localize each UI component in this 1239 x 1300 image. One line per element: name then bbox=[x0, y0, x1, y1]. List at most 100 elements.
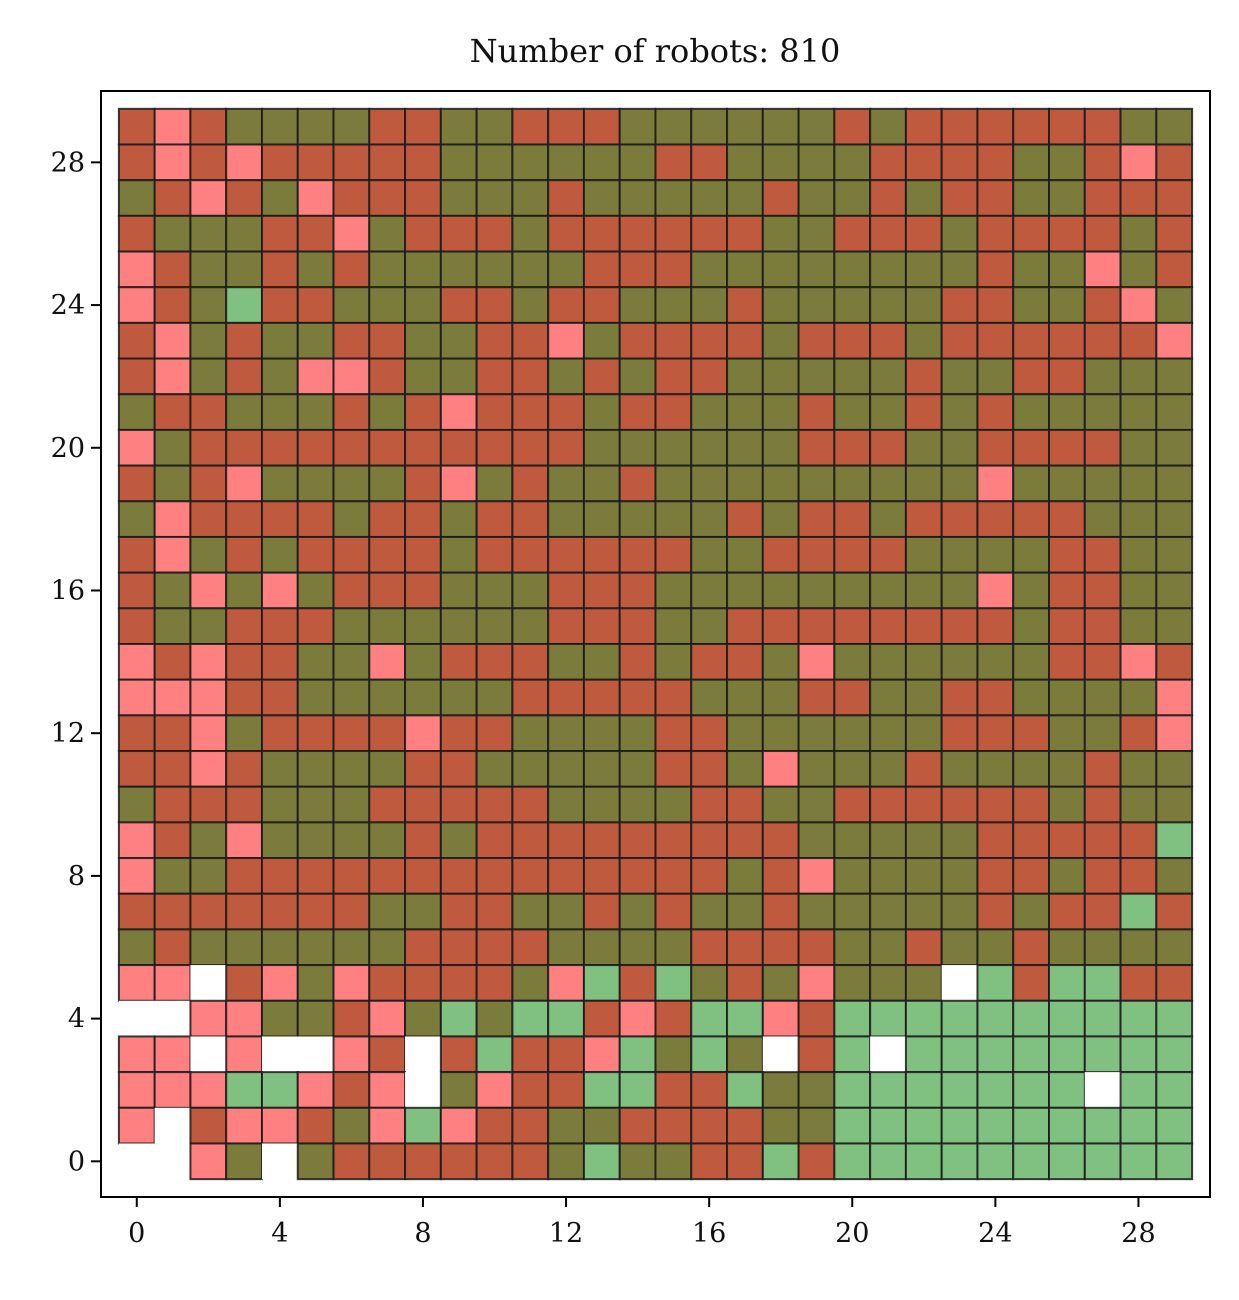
cell-red-x3-y5 bbox=[225, 964, 263, 1002]
cell-red-x7-y8 bbox=[368, 857, 407, 895]
cell-red-x1-y10 bbox=[153, 785, 192, 824]
cell-olive-x12-y6 bbox=[547, 928, 585, 967]
cell-red-x0-y7 bbox=[117, 892, 156, 931]
cell-olive-x20-y27 bbox=[833, 179, 872, 217]
cell-olive-x8-y22 bbox=[404, 357, 442, 396]
cell-olive-x15-y19 bbox=[654, 464, 693, 503]
cell-red-x6-y21 bbox=[332, 393, 371, 431]
cell-red-x10-y8 bbox=[475, 857, 514, 895]
cell-pink-x2-y27 bbox=[189, 179, 228, 217]
cell-red-x27-y27 bbox=[1083, 179, 1122, 217]
cell-olive-x22-y5 bbox=[904, 964, 943, 1002]
cell-pink-x2-y11 bbox=[189, 750, 228, 788]
cell-green-x22-y0 bbox=[904, 1142, 943, 1181]
cell-olive-x8-y7 bbox=[404, 892, 442, 931]
cell-red-x1-y24 bbox=[153, 286, 192, 324]
cell-empty-x4-y3 bbox=[261, 1036, 298, 1073]
cell-red-x14-y21 bbox=[618, 393, 657, 431]
cell-olive-x21-y21 bbox=[869, 393, 907, 431]
cell-red-x23-y29 bbox=[940, 107, 979, 146]
cell-red-x10-y7 bbox=[475, 892, 514, 931]
cell-empty-x2-y5 bbox=[190, 965, 227, 1001]
cell-red-x12-y21 bbox=[547, 393, 585, 431]
cell-olive-x19-y1 bbox=[797, 1106, 836, 1145]
cell-red-x9-y24 bbox=[439, 286, 478, 324]
cell-red-x16-y23 bbox=[690, 321, 729, 360]
cell-pink-x29-y12 bbox=[1155, 714, 1194, 753]
cell-olive-x2-y24 bbox=[189, 286, 228, 324]
cell-red-x15-y4 bbox=[654, 999, 693, 1038]
cell-olive-x28-y13 bbox=[1119, 678, 1158, 717]
cell-olive-x29-y10 bbox=[1155, 785, 1194, 824]
cell-red-x12-y16 bbox=[547, 571, 585, 610]
cell-green-x10-y3 bbox=[475, 1035, 514, 1074]
cell-olive-x18-y5 bbox=[761, 964, 800, 1002]
cell-red-x23-y28 bbox=[940, 143, 979, 182]
cell-red-x6-y8 bbox=[332, 857, 371, 895]
cell-red-x26-y17 bbox=[1048, 535, 1086, 574]
cell-olive-x6-y10 bbox=[332, 785, 371, 824]
cell-red-x3-y17 bbox=[225, 535, 263, 574]
cell-olive-x19-y26 bbox=[797, 214, 836, 253]
cell-olive-x28-y19 bbox=[1119, 464, 1158, 503]
cell-pink-x1-y28 bbox=[153, 143, 192, 182]
cell-olive-x18-y24 bbox=[761, 286, 800, 324]
cell-olive-x20-y7 bbox=[833, 892, 872, 931]
cell-olive-x27-y6 bbox=[1083, 928, 1122, 967]
cell-pink-x7-y4 bbox=[368, 999, 407, 1038]
cell-olive-x12-y25 bbox=[547, 250, 585, 289]
cell-pink-x2-y13 bbox=[189, 678, 228, 717]
cell-olive-x23-y11 bbox=[940, 750, 979, 788]
cell-olive-x10-y27 bbox=[475, 179, 514, 217]
cell-red-x5-y28 bbox=[296, 143, 335, 182]
cell-red-x27-y23 bbox=[1083, 321, 1122, 360]
cell-red-x7-y0 bbox=[368, 1142, 407, 1181]
cell-red-x9-y12 bbox=[439, 714, 478, 753]
cell-red-x24-y27 bbox=[976, 179, 1015, 217]
cell-red-x8-y17 bbox=[404, 535, 442, 574]
cell-red-x14-y1 bbox=[618, 1106, 657, 1145]
cell-pink-x1-y23 bbox=[153, 321, 192, 360]
cell-olive-x4-y29 bbox=[260, 107, 299, 146]
cell-red-x10-y5 bbox=[475, 964, 514, 1002]
cell-red-x14-y15 bbox=[618, 607, 657, 645]
cell-red-x16-y14 bbox=[690, 643, 729, 681]
cell-red-x11-y22 bbox=[511, 357, 550, 396]
cell-red-x10-y24 bbox=[475, 286, 514, 324]
cell-olive-x6-y11 bbox=[332, 750, 371, 788]
cell-olive-x7-y15 bbox=[368, 607, 407, 645]
cell-pink-x0-y14 bbox=[117, 643, 156, 681]
cell-olive-x19-y10 bbox=[797, 785, 836, 824]
cell-red-x15-y11 bbox=[654, 750, 693, 788]
cell-pink-x4-y1 bbox=[260, 1106, 299, 1145]
cell-olive-x13-y11 bbox=[582, 750, 621, 788]
cell-olive-x9-y16 bbox=[439, 571, 478, 610]
cell-green-x9-y4 bbox=[439, 999, 478, 1038]
cell-red-x19-y13 bbox=[797, 678, 836, 717]
cell-olive-x20-y14 bbox=[833, 643, 872, 681]
cell-red-x3-y27 bbox=[225, 179, 263, 217]
cell-olive-x7-y24 bbox=[368, 286, 407, 324]
cell-red-x5-y1 bbox=[296, 1106, 335, 1145]
cell-pink-x10-y2 bbox=[475, 1071, 514, 1109]
cell-pink-x6-y5 bbox=[332, 964, 371, 1002]
cell-red-x28-y8 bbox=[1119, 857, 1158, 895]
cell-olive-x11-y26 bbox=[511, 214, 550, 253]
cell-red-x5-y26 bbox=[296, 214, 335, 253]
cell-olive-x22-y13 bbox=[904, 678, 943, 717]
cell-olive-x12-y11 bbox=[547, 750, 585, 788]
cell-red-x20-y15 bbox=[833, 607, 872, 645]
cell-red-x0-y26 bbox=[117, 214, 156, 253]
cell-olive-x18-y14 bbox=[761, 643, 800, 681]
cell-red-x0-y28 bbox=[117, 143, 156, 182]
cell-empty-x1-y1 bbox=[154, 1107, 191, 1144]
cell-olive-x3-y0 bbox=[225, 1142, 263, 1181]
cell-green-x23-y2 bbox=[940, 1071, 979, 1109]
x-tick-label: 4 bbox=[271, 1218, 288, 1249]
cell-olive-x9-y27 bbox=[439, 179, 478, 217]
cell-red-x11-y21 bbox=[511, 393, 550, 431]
cell-pink-x5-y27 bbox=[296, 179, 335, 217]
cell-pink-x6-y22 bbox=[332, 357, 371, 396]
cell-red-x28-y12 bbox=[1119, 714, 1158, 753]
cell-green-x28-y1 bbox=[1119, 1106, 1158, 1145]
